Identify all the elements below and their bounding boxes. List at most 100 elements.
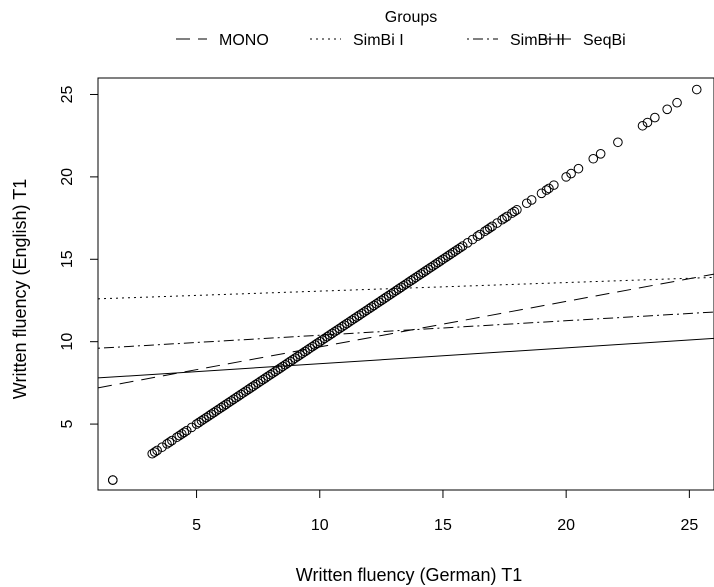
data-point [549,180,559,190]
data-point [327,328,337,339]
data-point [396,282,406,293]
data-point [356,308,367,319]
x-tick-label: 15 [434,517,452,534]
plot-frame [97,77,714,491]
data-point [346,315,357,326]
data-point [307,341,318,352]
data-point [480,226,490,237]
data-point [492,218,502,228]
data-point [342,318,352,329]
data-point [364,303,374,314]
data-point [287,355,298,365]
data-point [196,415,207,426]
data-point [152,445,162,456]
data-point [213,404,224,415]
data-point [176,429,187,439]
data-point [415,269,426,279]
x-axis: 5 10 15 20 25 [192,490,698,534]
data-point [147,448,158,459]
data-point [536,188,547,199]
data-point [285,356,295,367]
data-point [292,351,303,362]
data-point [541,185,552,195]
data-point [521,198,532,209]
data-point [433,257,443,268]
data-point [428,261,438,271]
data-point [430,259,441,270]
data-point [282,358,293,368]
data-point [339,320,350,331]
y-axis-label: Written fluency (English) T1 [10,179,30,399]
data-point [462,238,473,248]
data-point [319,333,330,344]
data-point [391,285,401,296]
data-point [408,274,419,284]
data-point [248,381,259,391]
data-point [438,254,448,265]
data-point [218,401,229,411]
data-point [204,411,214,421]
data-point [312,338,323,349]
legend-label-seqbi: SeqBi [583,32,626,49]
y-tick-label: 10 [59,333,76,351]
legend-title: Groups [385,9,437,26]
line-simbi-i [98,276,714,300]
data-point [167,435,177,446]
data-point [507,208,517,218]
y-axis: 5 10 15 20 25 [59,85,98,429]
data-point [440,252,451,263]
data-points [107,84,702,485]
data-point [448,247,458,258]
data-point [305,343,315,354]
data-point [324,330,335,340]
data-point [662,104,672,115]
data-point [672,97,682,108]
data-point [418,267,429,278]
data-point [107,475,118,485]
data-point [201,412,212,423]
data-point [344,317,355,327]
data-point [386,289,397,299]
data-point [265,369,276,380]
data-point [228,394,239,405]
data-point [497,214,507,225]
data-point [275,363,286,373]
data-point [191,419,202,429]
x-tick-label: 20 [557,517,575,534]
data-point [238,387,249,398]
data-point [290,353,300,363]
data-point [383,290,394,301]
data-point [361,305,372,316]
data-point [403,277,414,288]
line-simbi-ii [98,311,714,349]
data-point [423,264,433,274]
data-point [482,224,493,235]
data-point [561,172,571,182]
data-point [526,195,537,205]
data-point [295,350,305,360]
data-point [354,310,364,321]
line-mono [98,273,714,389]
data-point [322,331,332,342]
data-point [366,302,377,312]
data-point [253,378,263,388]
data-point [223,397,234,408]
data-point [566,168,576,179]
data-point [231,392,241,403]
data-point [250,379,261,390]
y-tick-label: 20 [59,168,76,186]
x-axis-label: Written fluency (German) T1 [296,565,522,585]
y-tick-label: 5 [59,420,76,429]
data-point [236,389,246,400]
data-point [243,384,254,395]
data-point [263,371,273,382]
data-point [376,295,387,306]
data-point [413,270,424,281]
data-point [381,292,392,302]
data-point [435,256,446,266]
data-point [199,414,209,424]
data-point [509,206,520,217]
data-point [613,137,623,148]
data-point [194,417,204,428]
line-seqbi [98,337,714,379]
